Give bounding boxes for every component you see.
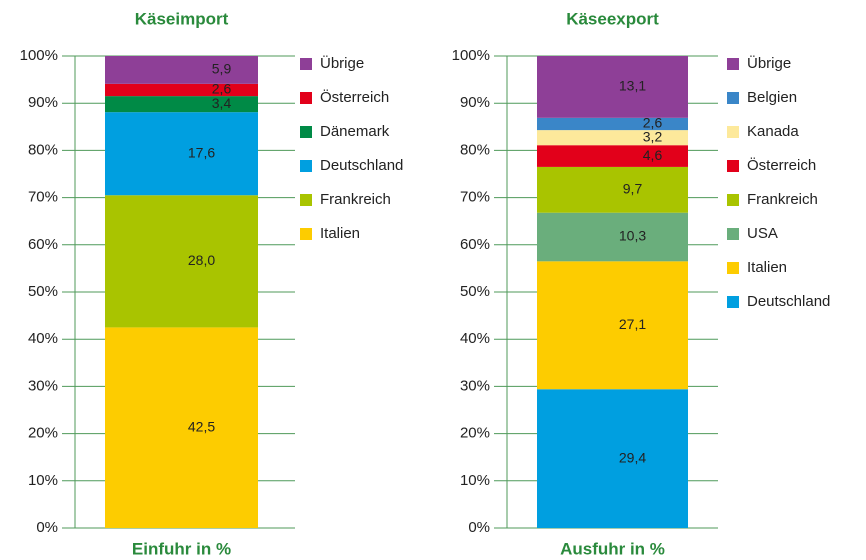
y-tick-label: 60% [460, 236, 490, 253]
bar-segment [537, 212, 688, 262]
y-tick-label: 50% [460, 283, 490, 300]
value-label: 13,1 [619, 78, 646, 94]
y-tick-label: 100% [20, 47, 58, 64]
legend-swatch [300, 126, 312, 138]
legend-swatch [727, 92, 739, 104]
y-tick-label: 90% [28, 94, 58, 111]
value-label: 4,6 [643, 147, 663, 163]
y-tick-label: 30% [28, 377, 58, 394]
value-label: 42,5 [188, 418, 215, 434]
legend-label: USA [747, 225, 778, 242]
legend-label: Italien [747, 259, 787, 276]
value-label: 9,7 [623, 181, 643, 197]
value-label: 3,4 [212, 95, 232, 111]
y-tick-label: 40% [460, 330, 490, 347]
legend-label: Belgien [747, 89, 797, 106]
y-tick-label: 70% [28, 189, 58, 206]
legend-swatch [727, 160, 739, 172]
y-tick-label: 30% [460, 377, 490, 394]
value-label: 17,6 [188, 144, 215, 160]
value-label: 2,6 [643, 115, 663, 131]
x-axis-label: Einfuhr in % [132, 539, 231, 558]
legend-swatch [300, 194, 312, 206]
bar-segment [537, 130, 688, 146]
legend-swatch [727, 126, 739, 138]
bar-segment [537, 56, 688, 118]
bar-segment [105, 195, 258, 328]
bar-segment [537, 117, 688, 131]
value-label: 28,0 [188, 252, 215, 268]
bar-segment [105, 56, 258, 84]
y-tick-label: 60% [28, 236, 58, 253]
y-tick-label: 10% [460, 472, 490, 489]
chart-title: Käseexport [566, 9, 659, 28]
legend-swatch [727, 58, 739, 70]
legend-swatch [727, 296, 739, 308]
legend-swatch [727, 228, 739, 240]
y-tick-label: 100% [452, 47, 490, 64]
value-label: 27,1 [619, 316, 646, 332]
legend-label: Österreich [320, 88, 389, 106]
legend-swatch [300, 58, 312, 70]
legend-label: Deutschland [747, 293, 830, 310]
legend-label: Dänemark [320, 123, 390, 140]
legend-label: Deutschland [320, 157, 403, 174]
bar-segment [105, 96, 258, 113]
chart-title: Käseimport [135, 9, 229, 28]
legend-label: Frankreich [320, 191, 391, 208]
bar-segment [537, 261, 688, 390]
legend-swatch [727, 262, 739, 274]
y-tick-label: 0% [468, 519, 490, 536]
legend-swatch [300, 160, 312, 172]
value-label: 10,3 [619, 228, 646, 244]
y-tick-label: 80% [460, 141, 490, 158]
bar-segment [105, 327, 258, 528]
legend-swatch [300, 92, 312, 104]
x-axis-label: Ausfuhr in % [560, 539, 665, 558]
value-label: 29,4 [619, 449, 646, 465]
y-tick-label: 10% [28, 472, 58, 489]
bar-segment [537, 145, 688, 167]
bar-segment [105, 83, 258, 97]
value-label: 5,9 [212, 61, 232, 77]
legend-label: Kanada [747, 123, 799, 140]
y-tick-label: 20% [28, 425, 58, 442]
value-label: 3,2 [643, 128, 663, 144]
legend-label: Frankreich [747, 191, 818, 208]
value-label: 2,6 [212, 81, 232, 97]
legend-label: Italien [320, 225, 360, 242]
y-tick-label: 20% [460, 425, 490, 442]
y-tick-label: 50% [28, 283, 58, 300]
bar-segment [537, 166, 688, 213]
y-tick-label: 70% [460, 189, 490, 206]
legend-label: Österreich [747, 156, 816, 174]
legend-label: Übrige [747, 54, 791, 72]
legend-label: Übrige [320, 54, 364, 72]
y-tick-label: 40% [28, 330, 58, 347]
bar-segment [105, 112, 258, 196]
y-tick-label: 0% [36, 519, 58, 536]
legend-swatch [300, 228, 312, 240]
y-tick-label: 80% [28, 141, 58, 158]
bar-segment [537, 389, 688, 528]
legend-swatch [727, 194, 739, 206]
y-tick-label: 90% [460, 94, 490, 111]
